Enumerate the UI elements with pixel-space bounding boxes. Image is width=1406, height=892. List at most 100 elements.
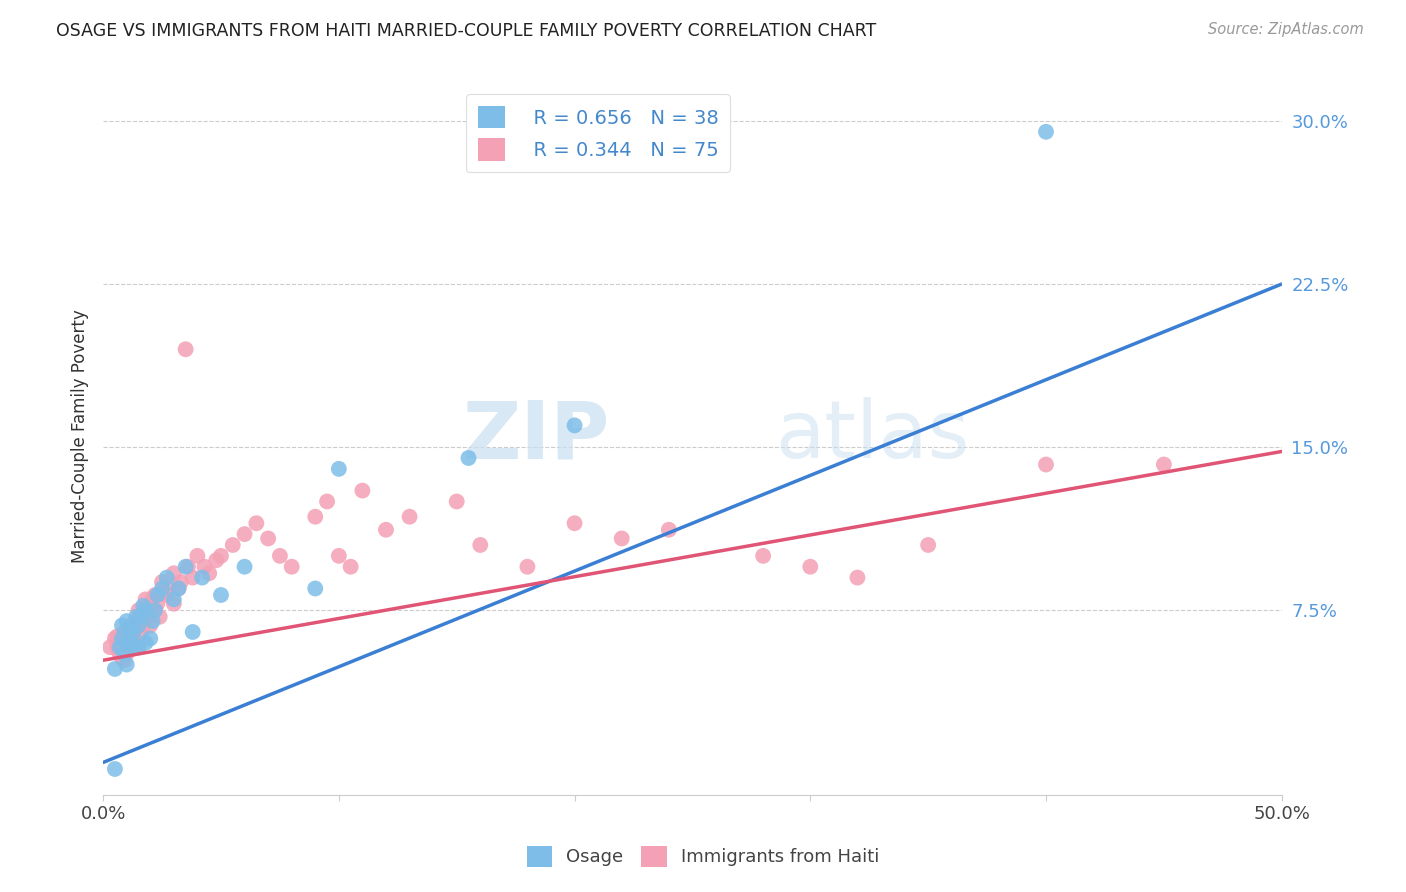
Point	[120, 636, 142, 650]
Point	[156, 571, 179, 585]
Point	[142, 592, 165, 607]
Point	[122, 636, 145, 650]
Point	[1035, 125, 1057, 139]
Point	[375, 523, 398, 537]
Point	[108, 636, 131, 650]
Point	[142, 614, 165, 628]
Point	[280, 559, 302, 574]
Point	[564, 418, 586, 433]
Point	[564, 516, 586, 531]
Point	[328, 549, 350, 563]
Point	[146, 588, 169, 602]
Point	[120, 632, 142, 646]
Point	[127, 618, 149, 632]
Point	[115, 657, 138, 672]
Point	[233, 559, 256, 574]
Point	[167, 582, 190, 596]
Point	[129, 609, 152, 624]
Point	[209, 588, 232, 602]
Point	[143, 588, 166, 602]
Point	[149, 609, 172, 624]
Point	[136, 609, 159, 624]
Point	[222, 538, 245, 552]
Point	[129, 624, 152, 639]
Point	[139, 632, 162, 646]
Point	[209, 549, 232, 563]
Point	[135, 636, 157, 650]
Point	[658, 523, 681, 537]
Point	[143, 603, 166, 617]
Point	[163, 597, 186, 611]
Point	[167, 582, 190, 596]
Point	[1035, 458, 1057, 472]
Point	[125, 614, 148, 628]
Point	[127, 640, 149, 655]
Point	[135, 592, 157, 607]
Point	[339, 559, 361, 574]
Point	[135, 603, 157, 617]
Point	[135, 603, 157, 617]
Point	[122, 624, 145, 639]
Text: atlas: atlas	[775, 397, 969, 475]
Point	[181, 624, 204, 639]
Point	[198, 566, 221, 581]
Point	[112, 647, 135, 661]
Point	[127, 603, 149, 617]
Point	[257, 532, 280, 546]
Point	[111, 632, 134, 646]
Point	[104, 762, 127, 776]
Point	[170, 574, 193, 589]
Text: OSAGE VS IMMIGRANTS FROM HAITI MARRIED-COUPLE FAMILY POVERTY CORRELATION CHART: OSAGE VS IMMIGRANTS FROM HAITI MARRIED-C…	[56, 22, 876, 40]
Point	[115, 647, 138, 661]
Point	[174, 343, 197, 357]
Point	[120, 618, 142, 632]
Point	[111, 651, 134, 665]
Point	[457, 450, 479, 465]
Point	[156, 588, 179, 602]
Point	[150, 586, 173, 600]
Point	[115, 636, 138, 650]
Point	[304, 582, 326, 596]
Point	[112, 653, 135, 667]
Point	[150, 574, 173, 589]
Point	[269, 549, 291, 563]
Point	[111, 640, 134, 655]
Point	[398, 509, 420, 524]
Point	[115, 614, 138, 628]
Point	[304, 509, 326, 524]
Point	[118, 640, 141, 655]
Point	[118, 624, 141, 639]
Point	[111, 618, 134, 632]
Point	[163, 592, 186, 607]
Point	[174, 559, 197, 574]
Point	[193, 559, 215, 574]
Point	[470, 538, 492, 552]
Point	[150, 582, 173, 596]
Point	[118, 623, 141, 637]
Text: Source: ZipAtlas.com: Source: ZipAtlas.com	[1208, 22, 1364, 37]
Point	[191, 571, 214, 585]
Point	[752, 549, 775, 563]
Legend: Osage, Immigrants from Haiti: Osage, Immigrants from Haiti	[519, 838, 887, 874]
Point	[125, 609, 148, 624]
Point	[328, 462, 350, 476]
Point	[516, 559, 538, 574]
Point	[108, 640, 131, 655]
Point	[122, 640, 145, 655]
Point	[143, 603, 166, 617]
Legend:   R = 0.656   N = 38,   R = 0.344   N = 75: R = 0.656 N = 38, R = 0.344 N = 75	[467, 95, 730, 172]
Point	[177, 559, 200, 574]
Point	[132, 618, 155, 632]
Point	[105, 629, 128, 643]
Y-axis label: Married-Couple Family Poverty: Married-Couple Family Poverty	[72, 310, 89, 563]
Point	[146, 597, 169, 611]
Point	[186, 549, 208, 563]
Point	[352, 483, 374, 498]
Point	[316, 494, 339, 508]
Point	[112, 624, 135, 639]
Point	[1153, 458, 1175, 472]
Point	[139, 597, 162, 611]
Point	[104, 632, 127, 646]
Point	[163, 566, 186, 581]
Text: ZIP: ZIP	[463, 397, 610, 475]
